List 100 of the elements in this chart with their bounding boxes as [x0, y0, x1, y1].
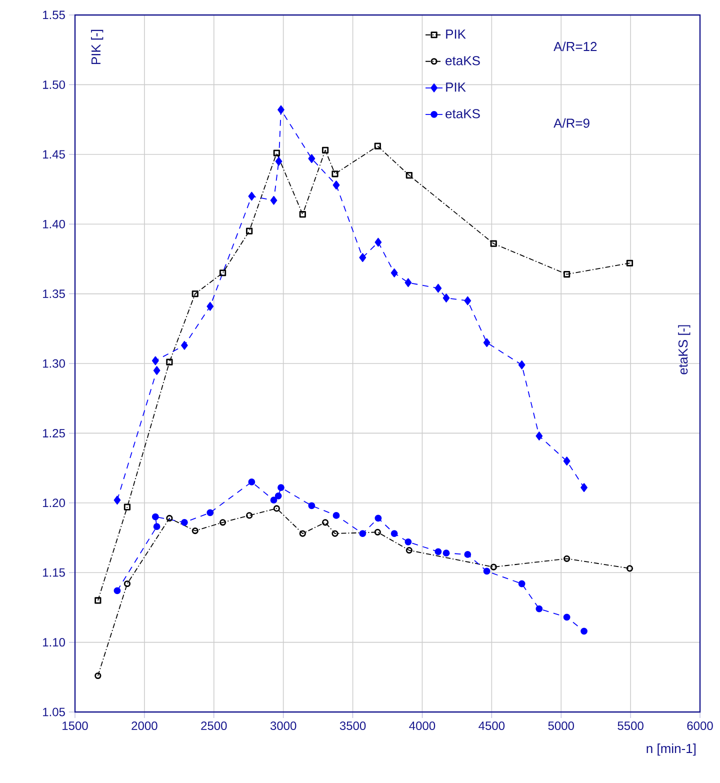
point	[114, 496, 121, 505]
point	[442, 294, 450, 302]
point	[322, 146, 329, 154]
point	[152, 356, 159, 366]
x-tick-label: 6000	[687, 722, 713, 730]
point	[626, 565, 634, 572]
point	[374, 514, 382, 522]
point	[124, 580, 131, 588]
point	[275, 156, 282, 166]
point	[180, 518, 188, 526]
point	[166, 514, 173, 522]
point	[308, 502, 316, 510]
point	[299, 211, 306, 218]
point	[406, 172, 412, 179]
y-tick-label: 1.05	[43, 708, 65, 716]
x-tick-label: 3000	[270, 722, 296, 730]
point	[332, 512, 340, 519]
point	[206, 509, 214, 516]
point	[248, 192, 256, 201]
point	[332, 170, 338, 178]
point	[464, 296, 472, 306]
point	[270, 496, 278, 504]
point	[192, 290, 198, 298]
point	[490, 564, 497, 570]
y-axis-title: PIK [-]	[91, 30, 104, 64]
point	[152, 513, 159, 520]
legend-label: etaKS	[446, 109, 480, 118]
point	[359, 530, 366, 538]
x-tick-label: 4000	[409, 722, 436, 730]
point	[580, 628, 588, 635]
point	[563, 456, 570, 466]
point	[404, 538, 412, 546]
point	[274, 492, 282, 500]
point	[390, 530, 398, 538]
point	[518, 360, 526, 370]
point	[166, 358, 173, 366]
x-tick-label: 3500	[340, 722, 366, 730]
point	[563, 614, 570, 621]
x-tick-label: 2000	[132, 722, 158, 730]
point	[374, 528, 381, 536]
y-tick-label: 1.25	[43, 428, 65, 438]
point	[442, 550, 450, 557]
x-tick-label: 4500	[478, 722, 505, 730]
point	[219, 270, 226, 276]
point	[246, 512, 253, 519]
y-tick-label: 1.30	[43, 359, 65, 368]
point	[564, 555, 570, 562]
point	[626, 260, 634, 266]
point	[322, 519, 329, 526]
point	[246, 228, 253, 234]
point	[483, 568, 490, 575]
legend-label: etaKS	[446, 56, 480, 66]
point	[94, 672, 102, 680]
point	[580, 483, 588, 492]
point	[273, 505, 280, 512]
point	[332, 530, 338, 537]
point	[434, 284, 442, 293]
point	[278, 484, 284, 492]
point	[359, 253, 366, 262]
point	[564, 270, 570, 278]
point	[464, 551, 472, 558]
x-tick-label: 1500	[62, 722, 88, 730]
annotation: A/R=12	[554, 42, 597, 52]
point	[406, 546, 412, 554]
y-tick-label: 1.10	[43, 638, 65, 647]
y-tick-label: 1.50	[43, 80, 65, 89]
y-tick-label: 1.20	[43, 498, 65, 508]
point	[308, 154, 316, 164]
annotation: A/R=9	[554, 118, 590, 128]
point	[490, 240, 497, 247]
y-tick-label: 1.55	[43, 10, 65, 20]
point	[404, 278, 412, 288]
x-tick-label: 2500	[201, 722, 227, 730]
y-tick-label: 1.45	[43, 150, 65, 159]
point	[270, 196, 278, 205]
point	[374, 142, 381, 150]
point	[332, 180, 340, 190]
point	[206, 302, 214, 311]
point	[536, 605, 543, 612]
point	[483, 338, 490, 348]
point	[273, 150, 280, 156]
legend-label: PIK	[446, 82, 466, 92]
point	[390, 268, 398, 278]
point	[180, 340, 188, 350]
y-tick-label: 1.15	[43, 568, 65, 577]
annotation: etaKS [-]	[678, 325, 690, 374]
legend-label: PIK	[446, 30, 466, 39]
point	[299, 530, 306, 537]
point	[219, 519, 226, 526]
point	[192, 527, 198, 534]
point	[94, 597, 102, 604]
point	[124, 504, 131, 510]
x-axis-title: n [min-1]	[646, 744, 696, 756]
x-tick-label: 5000	[548, 722, 574, 730]
point	[153, 366, 160, 375]
point	[153, 523, 160, 530]
x-tick-label: 5500	[618, 722, 644, 730]
y-tick-label: 1.40	[43, 220, 65, 228]
point	[374, 238, 382, 247]
point	[248, 478, 256, 486]
